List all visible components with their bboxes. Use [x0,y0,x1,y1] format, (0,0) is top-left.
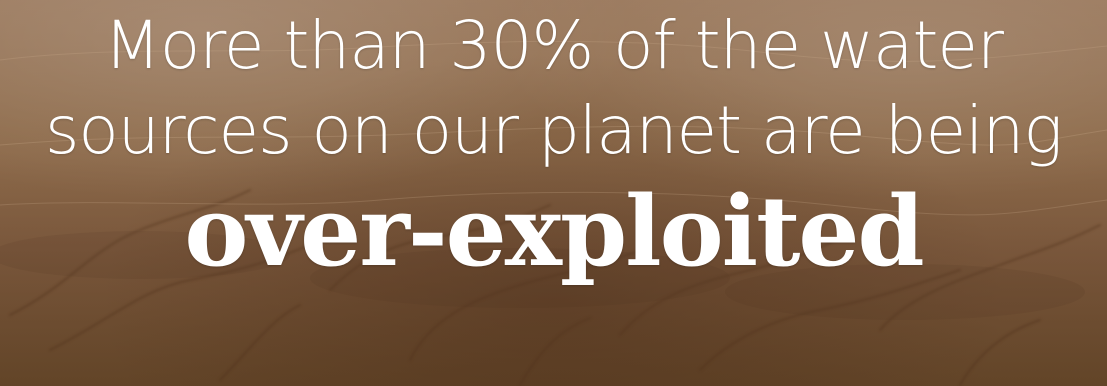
headline-emphasis: over-exploited [184,175,924,288]
headline-line-1: More than 30% of the water [103,7,1004,84]
headline-line-2: sources on our planet are being [44,92,1063,169]
